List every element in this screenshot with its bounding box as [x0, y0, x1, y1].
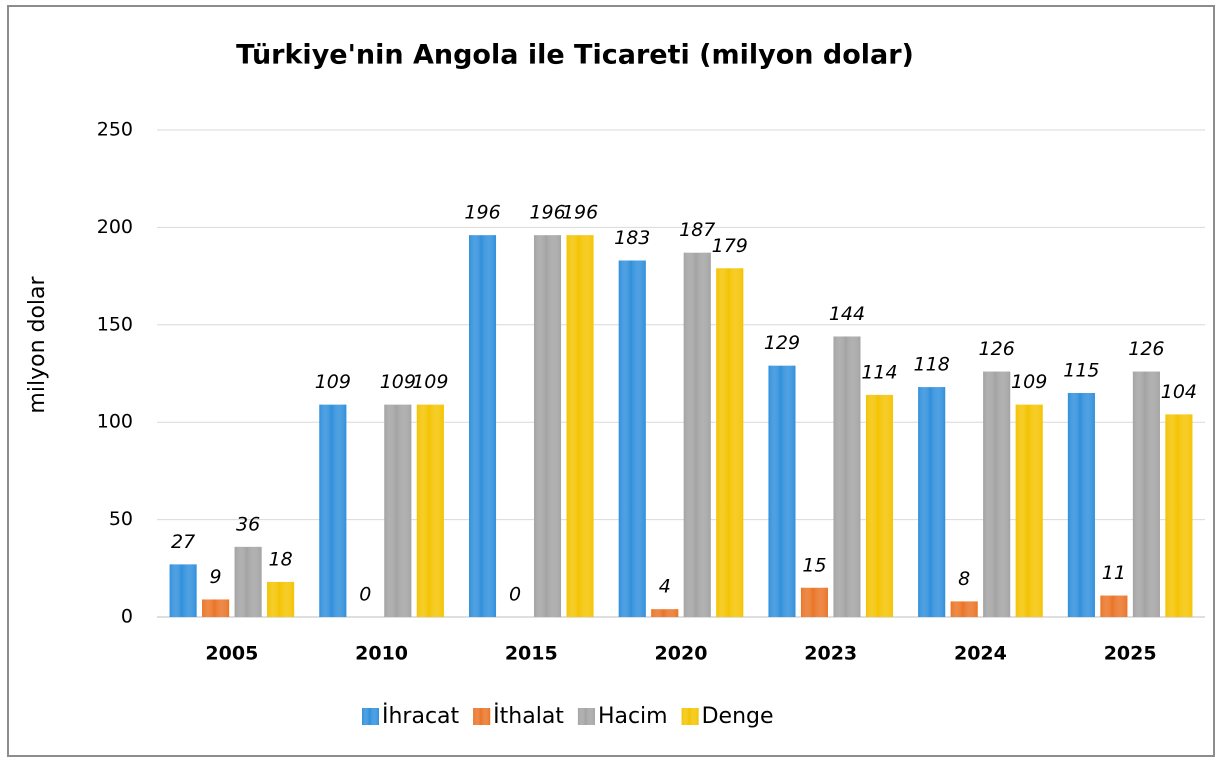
- value-label: 118: [914, 354, 950, 376]
- value-label: 9: [210, 566, 222, 588]
- value-label: 0: [359, 584, 371, 606]
- value-label: 109: [412, 371, 448, 393]
- bar-shine: [267, 581, 295, 617]
- x-tick-label: 2023: [804, 643, 857, 665]
- y-tick-label: 50: [109, 508, 133, 530]
- bar-shine: [566, 235, 594, 617]
- bar-shine: [918, 387, 946, 617]
- bar-shine: [469, 235, 497, 617]
- bar-shine: [1132, 371, 1160, 617]
- value-label: 109: [315, 371, 351, 393]
- x-tick-label: 2025: [1104, 643, 1157, 665]
- value-label: 126: [979, 338, 1015, 360]
- bar-shine: [683, 252, 711, 617]
- y-axis-label: milyon dolar: [25, 275, 50, 413]
- legend-label: İhracat: [382, 703, 460, 729]
- y-tick-label: 0: [121, 606, 133, 628]
- value-label: 8: [958, 568, 970, 590]
- bar-shine: [800, 587, 828, 617]
- bar-shine: [534, 235, 562, 617]
- value-label: 183: [614, 227, 650, 249]
- bar-shine: [1015, 404, 1043, 617]
- value-label: 104: [1161, 381, 1197, 403]
- chart-border: [7, 5, 1215, 757]
- y-tick-label: 150: [97, 313, 133, 335]
- bar-shine: [865, 394, 893, 617]
- value-label: 196: [464, 202, 500, 224]
- value-label: 129: [764, 332, 800, 354]
- y-tick-label: 200: [97, 216, 133, 238]
- x-tick-label: 2015: [505, 643, 558, 665]
- value-label: 11: [1102, 562, 1126, 584]
- value-label: 109: [1011, 371, 1047, 393]
- bar-shine: [833, 336, 861, 617]
- value-label: 114: [861, 361, 897, 383]
- y-tick-label: 250: [97, 119, 133, 141]
- legend-swatch-shine: [473, 708, 491, 725]
- bar-shine: [1067, 392, 1095, 617]
- bar-shine: [202, 599, 230, 617]
- value-label: 115: [1063, 359, 1099, 381]
- value-label: 187: [679, 219, 715, 241]
- value-label: 15: [802, 554, 826, 576]
- value-label: 18: [269, 548, 293, 570]
- value-label: 144: [829, 303, 865, 325]
- bar-shine: [1100, 595, 1128, 617]
- bar-shine: [416, 404, 444, 617]
- y-tick-label: 100: [97, 411, 133, 433]
- bar-shine: [651, 609, 679, 617]
- bar-shine: [950, 601, 978, 617]
- bar-shine: [384, 404, 412, 617]
- legend-swatch-shine: [362, 708, 379, 725]
- x-tick-label: 2020: [655, 643, 708, 665]
- x-tick-label: 2024: [954, 643, 1007, 665]
- bar-shine: [319, 404, 347, 617]
- bar-shine: [169, 564, 197, 617]
- x-tick-label: 2005: [205, 643, 258, 665]
- value-label: 0: [509, 584, 521, 606]
- chart-title: Türkiye'nin Angola ile Ticareti (milyon …: [236, 40, 914, 71]
- value-label: 126: [1128, 338, 1164, 360]
- value-label: 179: [712, 235, 748, 257]
- bar-shine: [716, 268, 744, 617]
- legend-label: İthalat: [493, 703, 564, 729]
- bar-shine: [1165, 414, 1193, 617]
- value-label: 109: [380, 371, 416, 393]
- bar-shine: [234, 546, 262, 617]
- value-label: 196: [529, 202, 565, 224]
- bar-shine: [983, 371, 1011, 617]
- legend-label: Hacim: [598, 704, 668, 729]
- legend-swatch-shine: [577, 708, 595, 725]
- legend-label: Denge: [702, 704, 774, 729]
- value-label: 196: [562, 202, 598, 224]
- value-label: 27: [171, 531, 195, 553]
- value-label: 4: [659, 576, 671, 598]
- legend-swatch-shine: [681, 708, 699, 725]
- value-label: 36: [236, 513, 260, 535]
- x-tick-label: 2010: [355, 643, 408, 665]
- bar-shine: [768, 365, 796, 617]
- bar-shine: [618, 260, 646, 617]
